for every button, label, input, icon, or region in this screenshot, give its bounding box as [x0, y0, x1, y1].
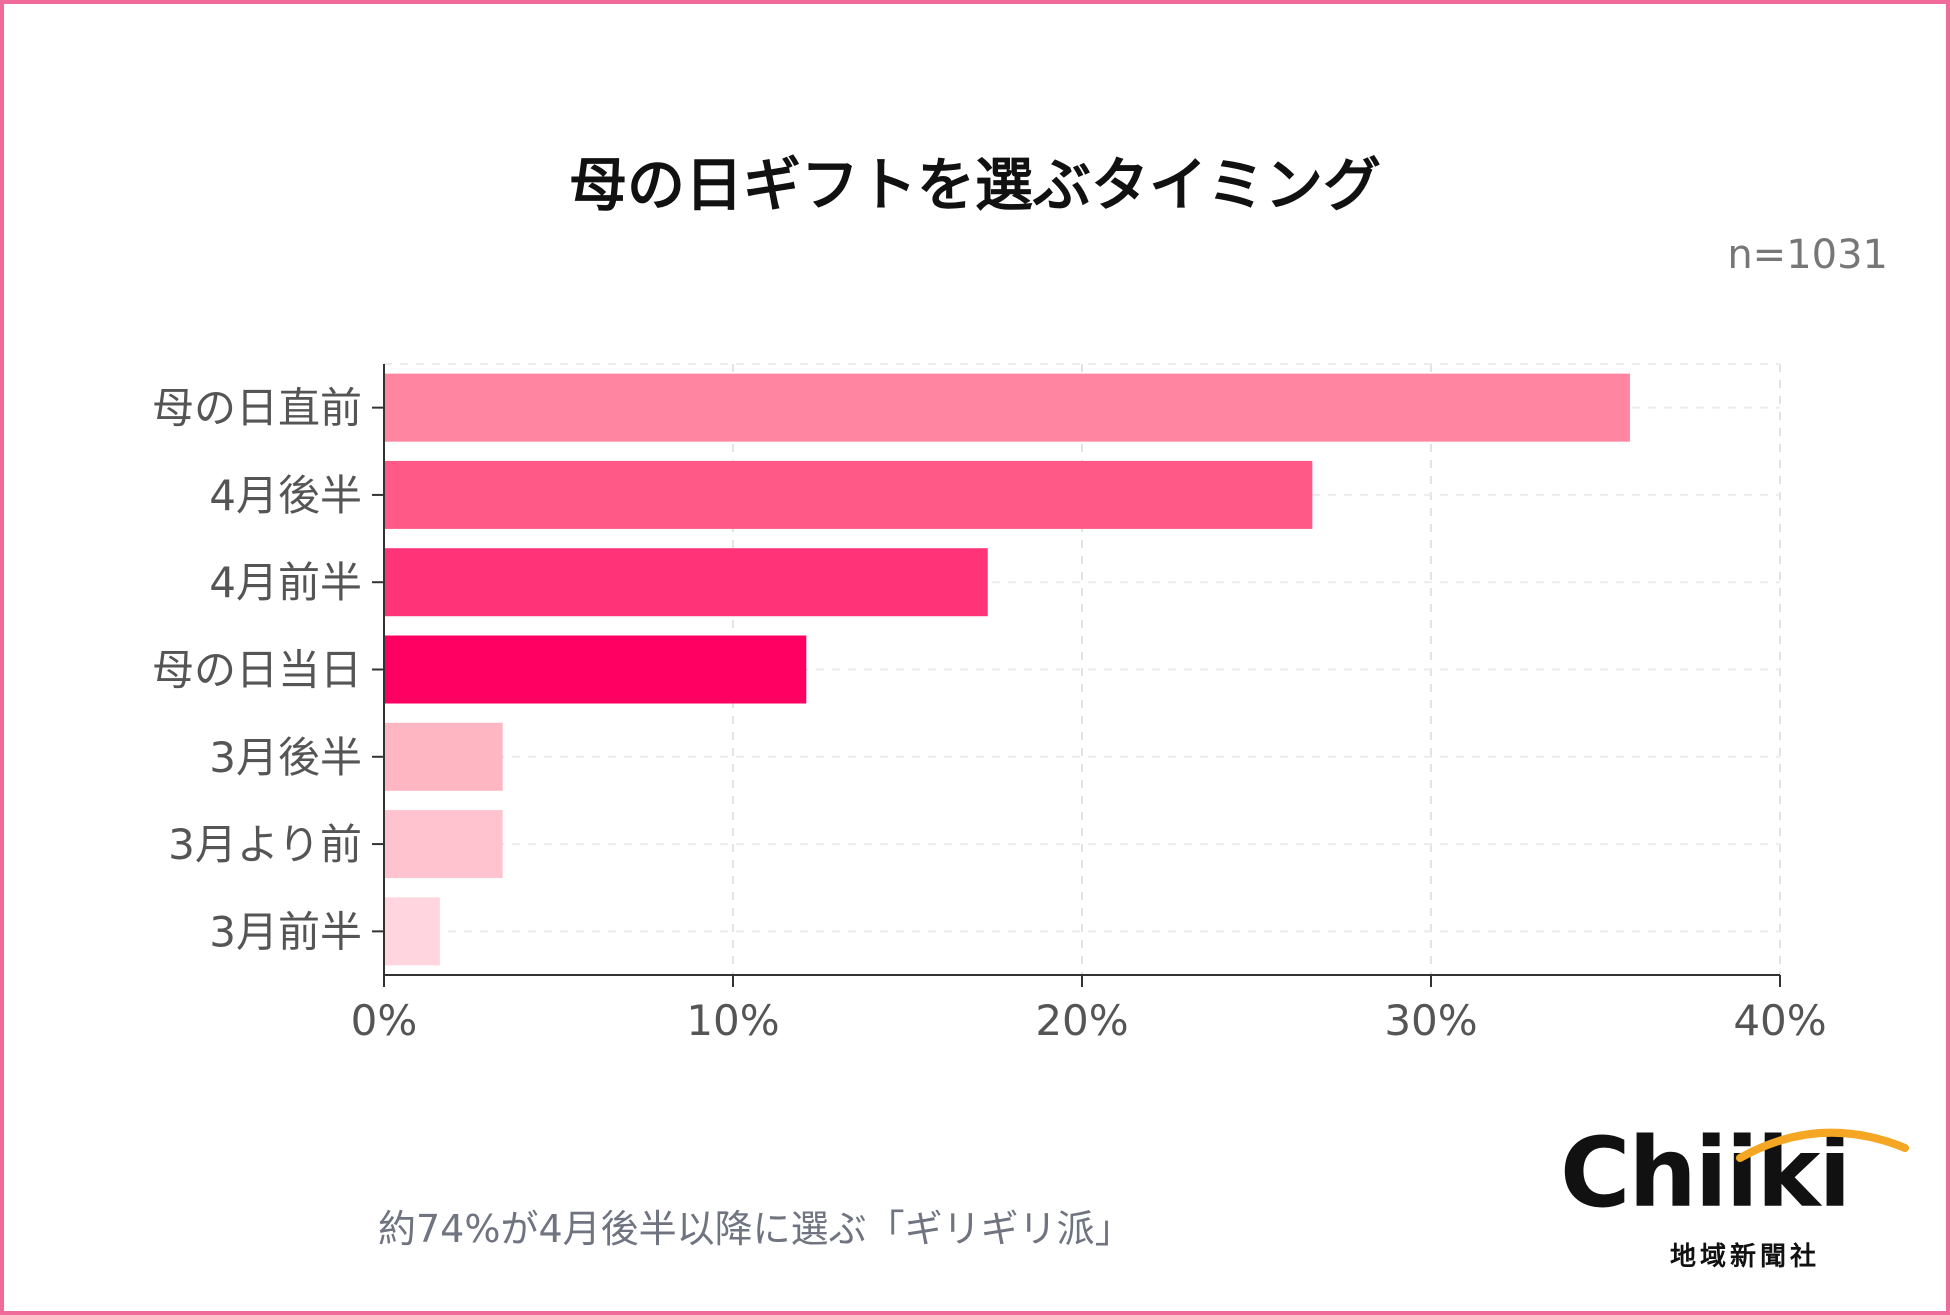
- bar: [384, 897, 440, 966]
- bar: [384, 460, 1313, 529]
- x-tick-label: 20%: [1035, 996, 1128, 1045]
- logo-subtitle: 地域新聞社: [1670, 1242, 1821, 1272]
- x-tick-label: 40%: [1733, 996, 1826, 1045]
- y-tick-label: 4月前半: [209, 558, 362, 607]
- x-tick-label: 30%: [1384, 996, 1477, 1045]
- y-tick-label: 母の日当日: [152, 646, 362, 695]
- x-tick-label: 0%: [351, 996, 418, 1045]
- bar: [384, 373, 1630, 442]
- chart-caption: 約74%が4月後半以降に選ぶ「ギリギリ派」: [378, 1207, 1133, 1251]
- y-tick-label: 3月より前: [168, 820, 362, 869]
- bar: [384, 635, 807, 704]
- sample-size-label: n=1031: [1727, 232, 1888, 278]
- y-tick-label: 3月後半: [209, 733, 362, 782]
- y-tick-label: 3月前半: [209, 907, 362, 956]
- logo-smile-icon: [1736, 1128, 1909, 1162]
- bar: [384, 810, 503, 879]
- bar: [384, 548, 988, 617]
- y-tick-label: 4月後半: [209, 471, 362, 520]
- bar: [384, 722, 503, 791]
- company-logo: Chiiki 地域新聞社: [1560, 1118, 1920, 1278]
- x-tick-label: 10%: [686, 996, 779, 1045]
- chart-title: 母の日ギフトを選ぶタイミング: [568, 151, 1381, 219]
- y-tick-label: 母の日直前: [152, 384, 362, 433]
